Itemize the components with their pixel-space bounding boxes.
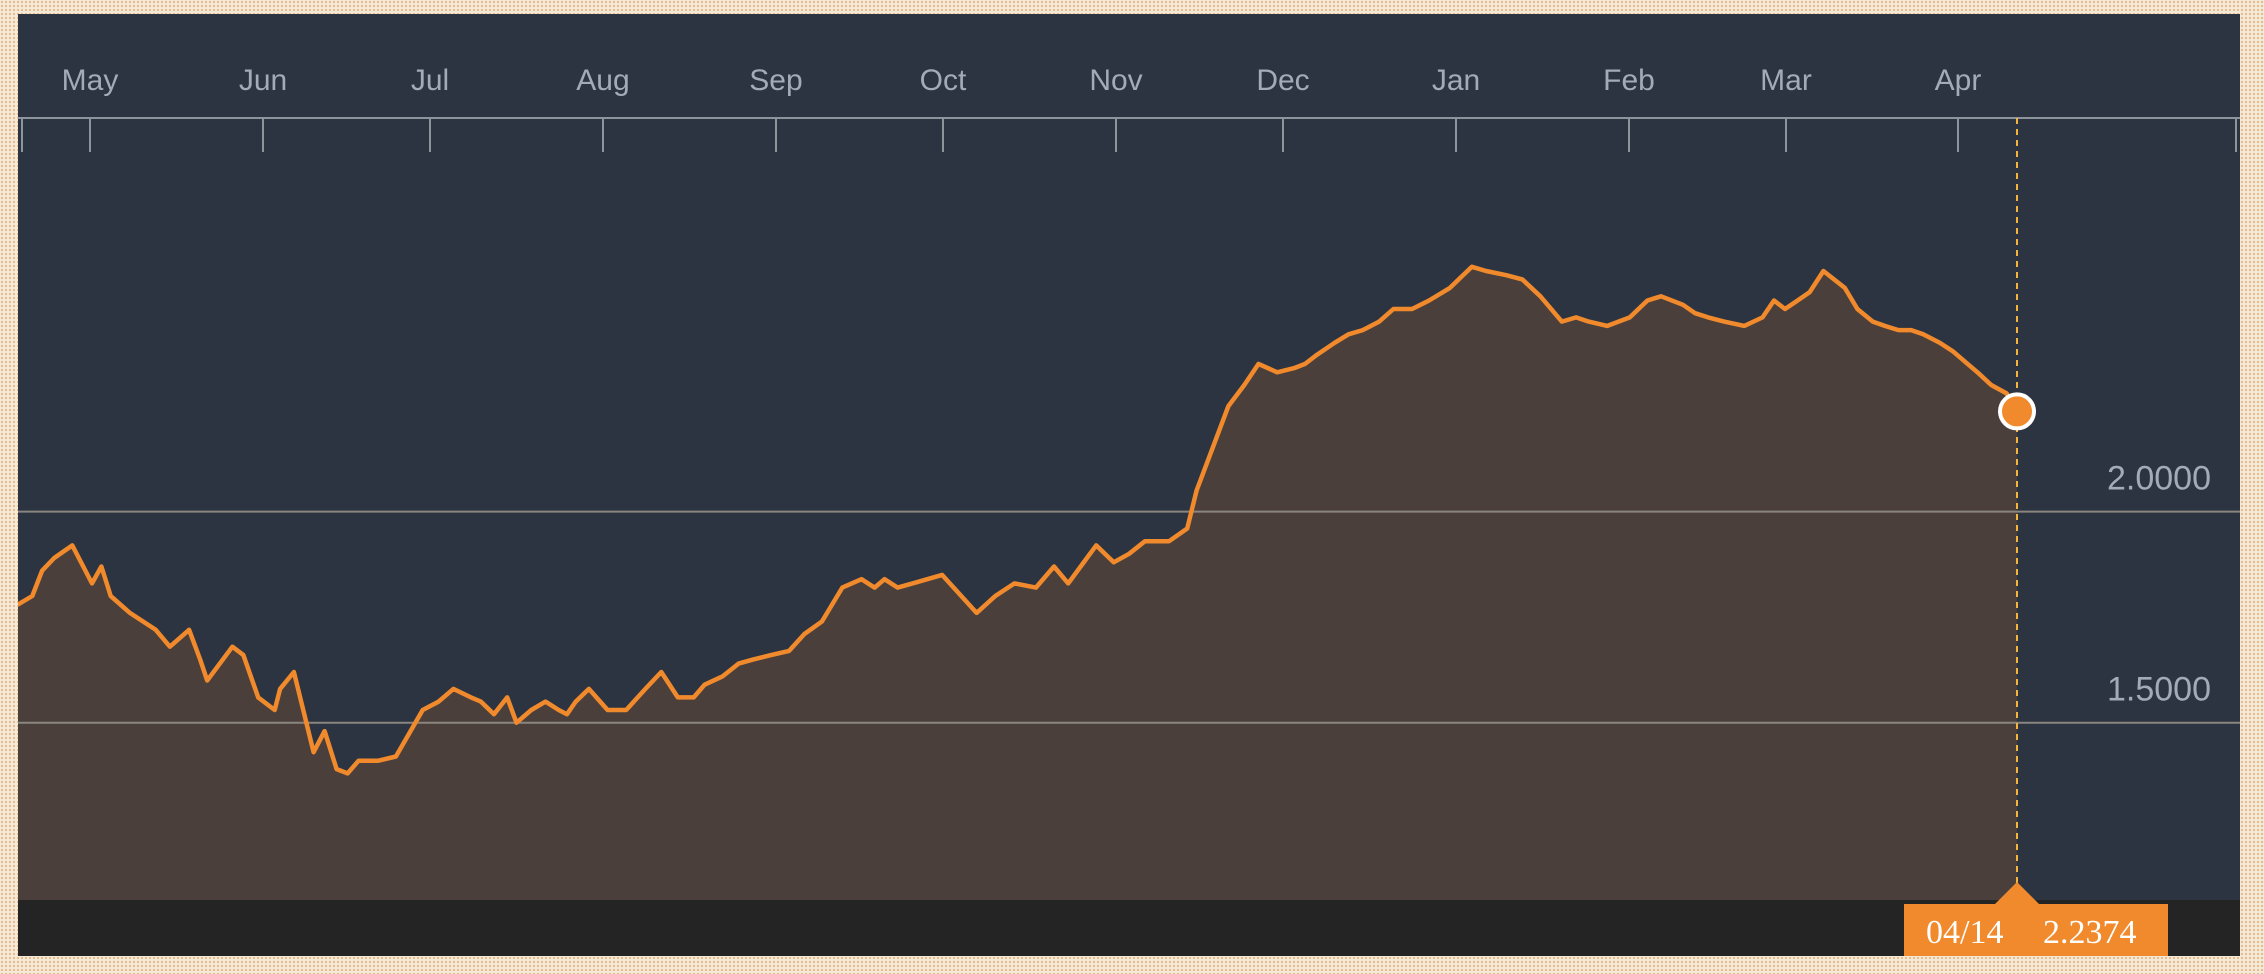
month-label: Nov (1089, 64, 1142, 97)
tooltip-value: 2.2374 (2043, 914, 2137, 951)
price-chart: May Jun Jul Aug Sep Oct Nov Dec Jan Feb Mar Apr 2.0… (18, 64, 2240, 956)
cursor-layer (1998, 118, 2036, 900)
value-axis: 2.0000 1.5000 (2107, 460, 2211, 709)
month-label: Dec (1256, 64, 1309, 97)
footer-bar: 04/14 2.2374 (18, 882, 2240, 956)
month-axis: May Jun Jul Aug Sep Oct Nov Dec Jan Feb Mar Apr (18, 64, 2240, 152)
month-label: Apr (1935, 64, 1982, 97)
tooltip-date: 04/14 (1926, 914, 2003, 951)
month-label: Oct (920, 64, 967, 97)
month-label: Jan (1432, 64, 1480, 97)
month-label: Mar (1760, 64, 1812, 97)
value-tick-label: 1.5000 (2107, 671, 2211, 709)
month-label: Aug (576, 64, 629, 97)
plot-layer (18, 264, 2240, 900)
price-area (18, 266, 2017, 900)
tooltip-box (1904, 904, 2168, 956)
month-label: Jun (239, 64, 287, 97)
price-line (18, 264, 2020, 776)
footer-bar-background (18, 900, 2240, 956)
month-label: Feb (1603, 64, 1655, 97)
month-label: Sep (749, 64, 802, 97)
current-value-marker (1998, 392, 2036, 431)
month-label: Jul (411, 64, 449, 97)
chart-container: May Jun Jul Aug Sep Oct Nov Dec Jan Feb Mar Apr 2.0… (18, 14, 2240, 956)
value-tick-label: 2.0000 (2107, 460, 2211, 498)
tooltip-pointer (1995, 882, 2039, 904)
month-label: May (62, 64, 119, 97)
